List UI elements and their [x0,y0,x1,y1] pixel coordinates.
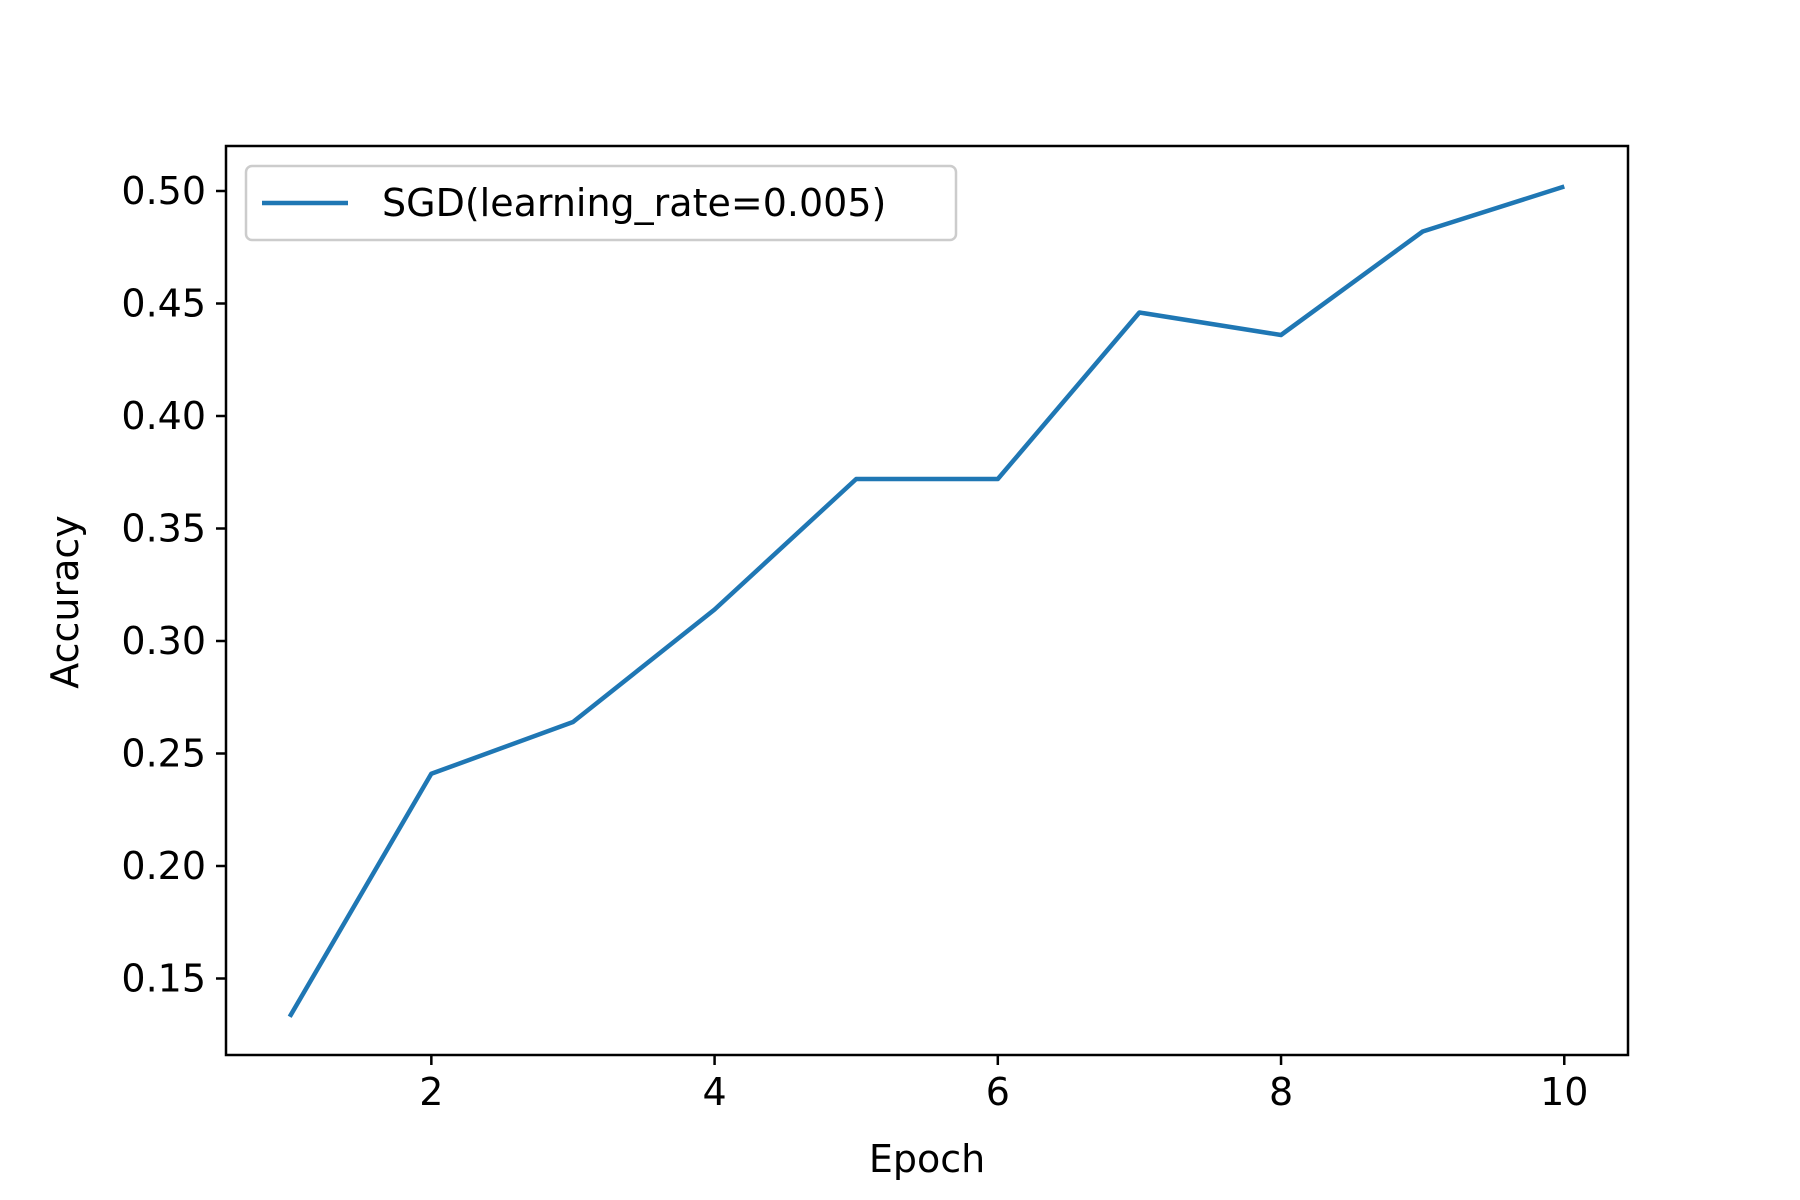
legend-label-0: SGD(learning_rate=0.005) [382,181,886,225]
y-tick-label: 0.50 [121,169,206,213]
x-tick-label: 6 [986,1070,1010,1114]
y-tick-label: 0.40 [121,394,206,438]
legend: SGD(learning_rate=0.005) [244,164,958,242]
x-tick-label: 4 [702,1070,726,1114]
plot-area [224,144,1630,1057]
y-axis-label: Accuracy [43,515,87,689]
x-axis-ticks: 2 4 6 8 10 [419,1055,1588,1114]
y-tick-label: 0.35 [121,507,206,551]
y-axis-ticks: 0.15 0.20 0.25 0.30 0.35 0.40 0.45 0.50 [121,169,226,1001]
legend-box [244,164,958,242]
y-tick-label: 0.20 [121,844,206,888]
y-tick-label: 0.30 [121,619,206,663]
x-tick-label: 8 [1269,1070,1293,1114]
series-line-0 [287,184,1565,1018]
y-tick-label: 0.15 [121,957,206,1001]
x-axis-label: Epoch [869,1137,985,1181]
x-tick-label: 2 [419,1070,443,1114]
y-tick-label: 0.45 [121,282,206,326]
x-tick-label: 10 [1540,1070,1588,1114]
axes-frame [224,144,1630,1057]
y-tick-label: 0.25 [121,732,206,776]
